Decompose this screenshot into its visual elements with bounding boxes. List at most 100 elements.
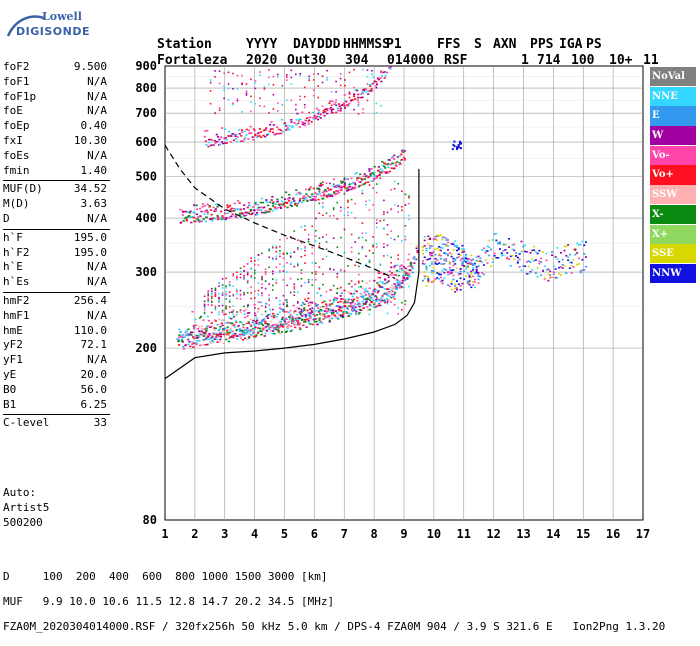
echo-point (429, 252, 432, 254)
echo-point (429, 257, 432, 260)
echo-point (325, 189, 328, 191)
echo-point (456, 249, 458, 252)
echo-point (245, 331, 249, 333)
echo-point (529, 271, 532, 273)
echo-point (276, 126, 279, 128)
echo-point (264, 322, 267, 324)
echo-point (366, 83, 369, 85)
echo-point (502, 250, 505, 252)
echo-point (377, 170, 380, 172)
echo-point (303, 196, 306, 199)
echo-point (290, 320, 293, 323)
echo-point (230, 317, 233, 320)
echo-point (482, 247, 485, 250)
param-value: 33 (93, 416, 107, 430)
echo-point (380, 71, 384, 74)
echo-point (470, 263, 473, 266)
echo-point (183, 210, 186, 213)
echo-point (463, 260, 466, 262)
param-value: 195.0 (73, 245, 107, 259)
echo-point (488, 254, 491, 257)
echo-point (252, 327, 255, 330)
echo-point (223, 335, 226, 337)
echo-point (289, 309, 292, 312)
echo-point (198, 332, 201, 334)
echo-point (379, 276, 382, 279)
echo-point (383, 199, 385, 202)
echo-point (332, 207, 335, 209)
echo-point (409, 275, 412, 278)
echo-point (334, 299, 338, 302)
echo-point (413, 258, 417, 261)
echo-point (334, 186, 337, 188)
echo-point (277, 325, 280, 327)
echo-point (350, 198, 353, 201)
echo-point (373, 288, 376, 291)
echo-point (375, 246, 378, 248)
echo-point (322, 183, 324, 186)
echo-point (447, 253, 449, 256)
echo-point (278, 307, 281, 309)
echo-point (350, 100, 353, 102)
echo-point (354, 241, 356, 243)
echo-point (239, 336, 242, 338)
echo-point (219, 216, 223, 219)
echo-point (231, 330, 234, 333)
echo-point (305, 326, 308, 328)
echo-point (406, 277, 409, 280)
echo-point (552, 265, 555, 268)
echo-point (320, 306, 323, 308)
echo-point (524, 250, 527, 253)
echo-point (312, 89, 315, 91)
echo-point (276, 198, 279, 201)
echo-point (365, 255, 367, 257)
echo-point (315, 240, 317, 242)
echo-point (272, 258, 274, 261)
echo-point (286, 304, 288, 306)
echo-point (456, 246, 458, 248)
echo-point (316, 292, 319, 294)
echo-point (448, 285, 451, 288)
echo-point (375, 112, 378, 114)
echo-point (347, 188, 349, 190)
echo-point (294, 317, 297, 320)
echo-point (412, 257, 415, 260)
echo-point (359, 285, 363, 288)
echo-point (204, 130, 207, 132)
echo-point (452, 243, 455, 246)
echo-point (383, 77, 386, 79)
echo-point (362, 68, 364, 71)
echo-point (408, 253, 410, 256)
echo-point (352, 308, 356, 310)
echo-point (315, 278, 317, 281)
echo-point (245, 94, 248, 96)
echo-point (224, 313, 227, 315)
echo-point (309, 304, 312, 306)
echo-point (279, 245, 281, 248)
echo-point (323, 310, 326, 312)
echo-point (236, 293, 238, 295)
echo-point (232, 139, 235, 141)
echo-point (210, 217, 213, 220)
echo-point (383, 243, 385, 245)
echo-point (466, 272, 469, 275)
echo-point (180, 335, 183, 338)
echo-point (354, 283, 357, 286)
echo-point (432, 270, 435, 272)
echo-point (336, 218, 339, 220)
echo-point (330, 104, 333, 107)
param-separator (3, 180, 110, 182)
echo-point (267, 210, 270, 213)
echo-point (275, 255, 278, 257)
echo-point (325, 190, 328, 193)
echo-point (246, 271, 249, 274)
echo-point (452, 260, 455, 263)
echo-point (567, 256, 570, 258)
echo-point (249, 324, 252, 326)
echo-point (378, 299, 381, 301)
echo-point (206, 343, 209, 346)
param-row-foe: foE N/A (3, 104, 107, 119)
echo-point (329, 308, 333, 310)
echo-point (375, 87, 378, 89)
echo-point (407, 275, 410, 278)
